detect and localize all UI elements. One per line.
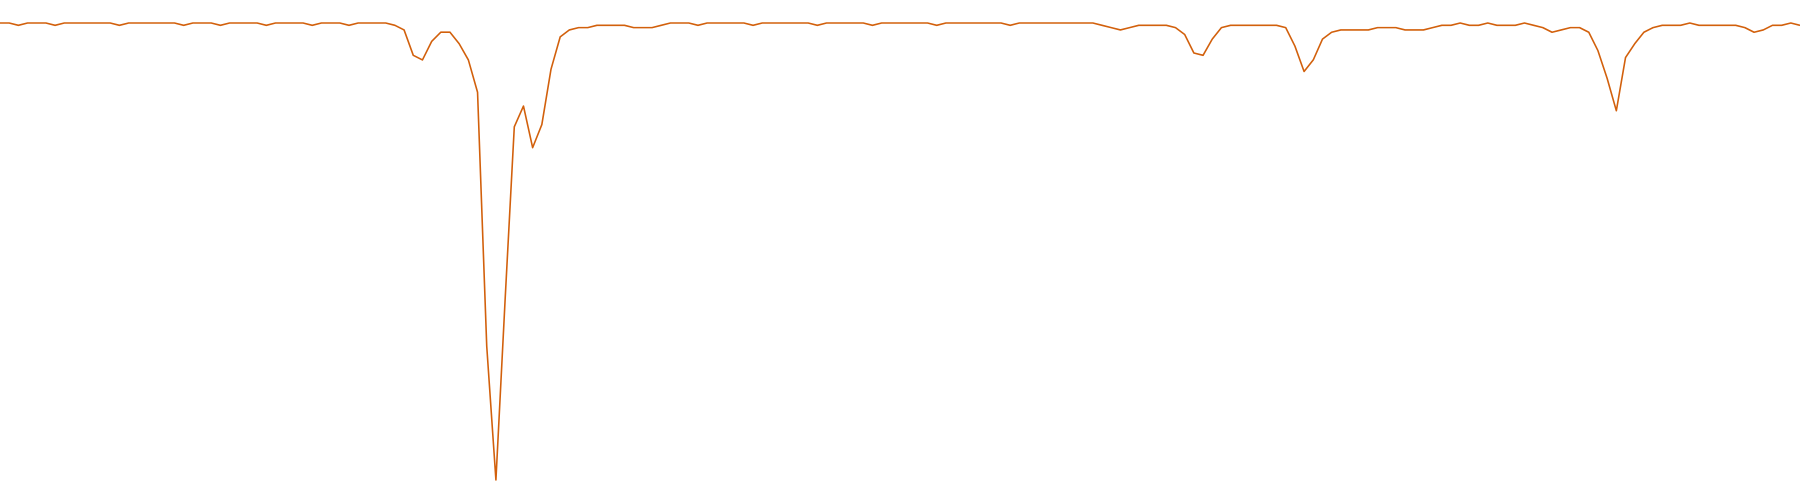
spectrum-line: [0, 22, 1800, 481]
